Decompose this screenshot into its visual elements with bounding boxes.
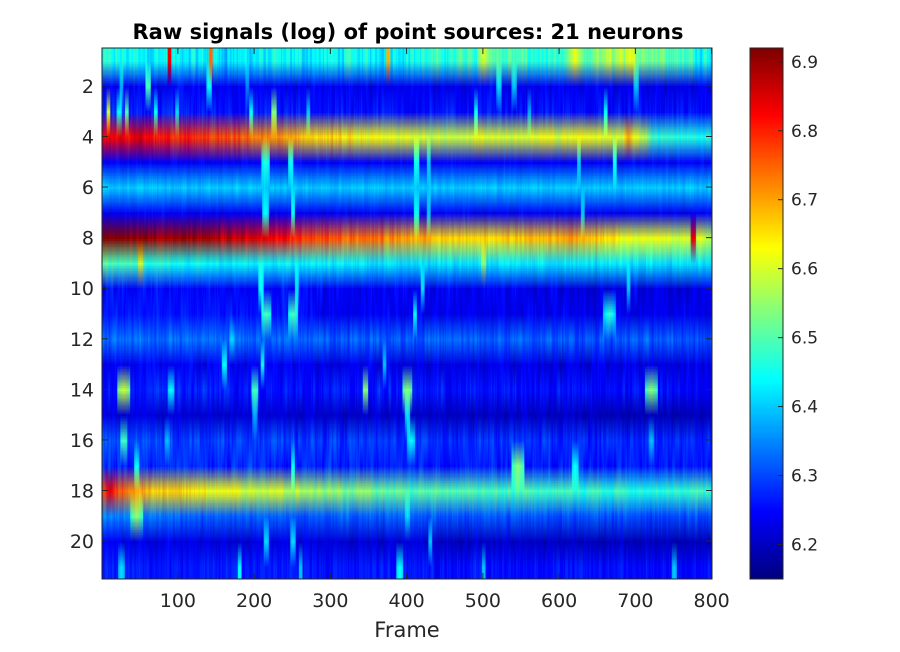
colorbar-tick-label: 6.8 [791,122,818,142]
colorbar-tick-label: 6.3 [791,467,818,487]
y-tick-label: 20 [70,531,94,553]
heatmap-image [102,48,712,579]
x-tick-label: 300 [312,590,348,612]
colorbar-tick-label: 6.6 [791,260,818,280]
colorbar: 6.2 6.3 6.4 6.5 6.6 6.7 6.8 6.9 [749,47,818,580]
x-tick-label: 800 [693,590,729,612]
colorbar-ticks: 6.2 6.3 6.4 6.5 6.6 6.7 6.8 6.9 [778,53,818,556]
x-tick-label: 600 [541,590,577,612]
y-tick-label: 12 [70,329,94,351]
y-tick-label: 14 [70,379,94,401]
colorbar-tick-label: 6.9 [791,53,818,73]
x-tick-label: 100 [160,590,196,612]
x-axis: 100 200 300 400 500 600 700 800 [160,48,730,612]
colorbar-tick-label: 6.5 [791,329,818,349]
colorbar-gradient [750,48,783,579]
x-tick-label: 200 [236,590,272,612]
colorbar-tick-label: 6.4 [791,398,818,418]
y-tick-label: 16 [70,430,94,452]
x-tick-label: 400 [388,590,424,612]
chart-title: Raw signals (log) of point sources: 21 n… [133,20,684,44]
x-axis-label: Frame [374,618,439,642]
colorbar-tick-label: 6.7 [791,191,818,211]
y-tick-label: 6 [82,177,94,199]
y-tick-label: 2 [82,76,94,98]
colorbar-tick-label: 6.2 [791,536,818,556]
colorbar-frame [749,47,784,580]
heatmap-area [101,47,713,580]
y-tick-label: 18 [70,481,94,503]
y-tick-label: 4 [82,127,94,149]
x-tick-label: 700 [617,590,653,612]
x-tick-label: 500 [465,590,501,612]
y-tick-label: 8 [82,228,94,250]
y-axis: 2 4 6 8 10 12 14 16 18 20 [70,76,712,553]
y-tick-label: 10 [70,278,94,300]
